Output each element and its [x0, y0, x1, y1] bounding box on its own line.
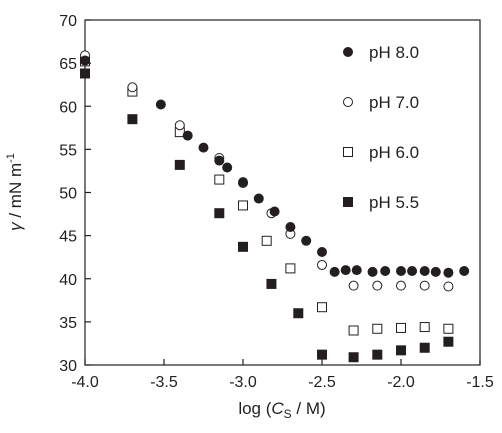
y-tick-label: 55 — [59, 142, 77, 159]
data-point — [238, 241, 248, 252]
data-point — [396, 265, 406, 276]
y-axis-label-var: γ — [6, 221, 25, 231]
data-point — [419, 342, 430, 353]
y-tick-label: 60 — [59, 99, 77, 116]
legend-label: pH 8.0 — [369, 43, 419, 62]
data-point — [285, 263, 296, 274]
legend-label: pH 6.0 — [369, 143, 419, 162]
legend-label: pH 7.0 — [369, 93, 419, 112]
data-point — [396, 345, 406, 356]
y-tick-label: 70 — [59, 13, 77, 30]
data-point — [238, 200, 248, 211]
data-point — [198, 142, 209, 153]
data-point — [214, 208, 225, 219]
data-point — [317, 247, 327, 258]
data-point — [396, 322, 406, 333]
legend-marker — [343, 197, 353, 207]
data-point — [127, 82, 138, 93]
y-tick-label: 65 — [59, 56, 77, 73]
data-point — [269, 206, 280, 217]
x-tick-label: -2.0 — [387, 374, 415, 391]
data-point — [238, 177, 248, 188]
data-point — [348, 352, 359, 363]
data-point — [80, 55, 90, 66]
y-tick-label: 40 — [59, 272, 77, 289]
data-point — [430, 266, 441, 277]
data-point — [127, 114, 138, 125]
data-points — [80, 50, 470, 363]
data-point — [174, 159, 185, 170]
data-point — [317, 349, 327, 360]
x-tick-label: -3.5 — [150, 374, 178, 391]
x-tick-label: -4.0 — [71, 374, 99, 391]
x-tick-label: -3.0 — [229, 374, 257, 391]
data-point — [348, 325, 359, 336]
data-point — [419, 280, 430, 291]
data-point — [351, 265, 362, 276]
data-point — [419, 322, 430, 333]
legend: pH 8.0 pH 7.0 pH 6.0 pH 5.5 — [343, 43, 419, 212]
data-point — [261, 235, 272, 246]
data-point — [443, 336, 454, 347]
data-point — [372, 280, 383, 291]
data-point — [372, 349, 383, 360]
y-axis-label: γ / mN m-1 — [5, 153, 25, 231]
legend-marker — [343, 147, 353, 157]
data-point — [182, 130, 193, 141]
data-point — [253, 193, 264, 204]
legend-label: pH 5.5 — [369, 193, 419, 212]
plot-frame — [84, 19, 481, 366]
data-point — [407, 265, 418, 276]
data-point — [317, 302, 327, 313]
data-point — [155, 99, 166, 110]
data-point — [443, 281, 454, 292]
y-axis-label-unit: / mN m — [6, 163, 25, 223]
y-tick-label: 30 — [59, 358, 77, 375]
x-axis-label: log (CS / M) — [238, 399, 325, 421]
x-axis-label-sub: S — [284, 407, 292, 421]
y-tick-label: 35 — [59, 315, 77, 332]
data-point — [266, 278, 277, 289]
data-point — [214, 174, 225, 185]
x-tick-label: -2.5 — [308, 374, 336, 391]
data-point — [329, 266, 340, 277]
data-point — [348, 280, 359, 291]
data-point — [443, 323, 454, 334]
y-tick-label: 50 — [59, 186, 77, 203]
x-axis-label-suffix: / M) — [292, 399, 326, 418]
data-point — [419, 265, 430, 276]
data-point — [340, 265, 351, 276]
data-point — [293, 308, 304, 319]
x-axis-label-prefix: log ( — [238, 399, 271, 418]
data-point — [396, 280, 406, 291]
data-point — [301, 235, 312, 246]
data-point — [174, 120, 185, 131]
data-point — [214, 155, 225, 166]
data-point — [80, 68, 90, 79]
x-axis-label-var: C — [271, 399, 284, 418]
data-point — [459, 265, 470, 276]
legend-marker — [343, 97, 353, 107]
y-tick-label: 45 — [59, 229, 77, 246]
legend-marker — [343, 47, 353, 57]
x-tick-label: -1.5 — [466, 374, 494, 391]
data-point — [285, 222, 296, 232]
data-point — [222, 162, 233, 173]
data-point — [443, 267, 454, 278]
data-point — [380, 265, 391, 276]
data-point — [372, 323, 383, 334]
y-axis-label-sup: -1 — [5, 153, 17, 163]
axis-ticks: -4.0 -3.5 -3.0 -2.5 -2.0 -1.5 30 35 40 45 50 55 60 65… — [59, 13, 494, 391]
data-point — [317, 259, 327, 270]
data-point — [367, 266, 378, 277]
